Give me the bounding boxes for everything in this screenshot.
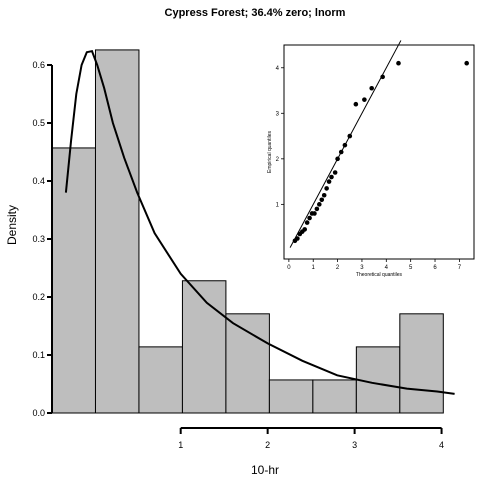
x-axis-label: 10-hr [251,463,279,477]
y-tick-label: 0.0 [32,408,45,418]
histogram-bar [226,314,269,413]
inset-background [284,45,474,259]
inset-x-tick-label: 2 [336,265,340,271]
qq-point [396,61,401,66]
qq-point [369,86,374,91]
inset-y-tick-label: 3 [276,111,280,117]
qq-point [329,175,334,180]
qq-point [307,216,312,221]
qq-point [305,220,310,225]
qq-point [362,97,367,102]
inset-x-tick-label: 0 [287,265,291,271]
y-tick-label: 0.4 [32,176,45,186]
y-tick-label: 0.3 [32,234,45,244]
inset-x-tick-label: 7 [458,265,462,271]
inset-y-tick-label: 4 [276,66,280,72]
x-tick-label: 4 [439,440,444,450]
histogram-bar [313,380,356,413]
y-axis-label: Density [5,205,19,245]
qq-point [380,75,385,80]
inset-x-tick-label: 1 [312,265,316,271]
qq-point [347,134,352,139]
inset-y-tick-label: 2 [276,157,280,163]
qq-point [343,143,348,148]
inset-x-tick-label: 4 [385,265,389,271]
qq-point [302,227,307,232]
chart-title: Cypress Forest; 36.4% zero; lnorm [165,7,346,19]
qq-point [333,170,338,175]
inset-x-tick-label: 5 [409,265,413,271]
x-tick-label: 1 [178,440,183,450]
histogram-bar [400,314,443,413]
y-tick-label: 0.2 [32,292,45,302]
y-tick-label: 0.5 [32,118,45,128]
inset-y-axis-label: Empirical quantiles [267,131,273,173]
qq-point [312,211,317,216]
inset-x-tick-label: 6 [433,265,437,271]
inset-x-tick-label: 3 [360,265,364,271]
qq-point [464,61,469,66]
qq-point [339,150,344,155]
qq-point [319,198,324,203]
x-tick-label: 2 [265,440,270,450]
inset-x-axis-label: Theoretical quantiles [356,272,403,278]
qq-point [354,102,359,107]
qq-point [327,179,332,184]
histogram-bar [95,50,138,413]
histogram-bar [52,148,95,413]
inset-y-tick-label: 1 [276,202,280,208]
qq-point [322,193,327,198]
qq-point [295,236,300,241]
histogram-bar [269,380,312,413]
qq-point [317,202,322,207]
y-tick-label: 0.6 [32,60,45,70]
histogram-bar [139,347,182,413]
qq-point [324,186,329,191]
y-tick-label: 0.1 [32,350,45,360]
qq-point [315,207,320,212]
qq-point [335,157,340,162]
x-tick-label: 3 [352,440,357,450]
